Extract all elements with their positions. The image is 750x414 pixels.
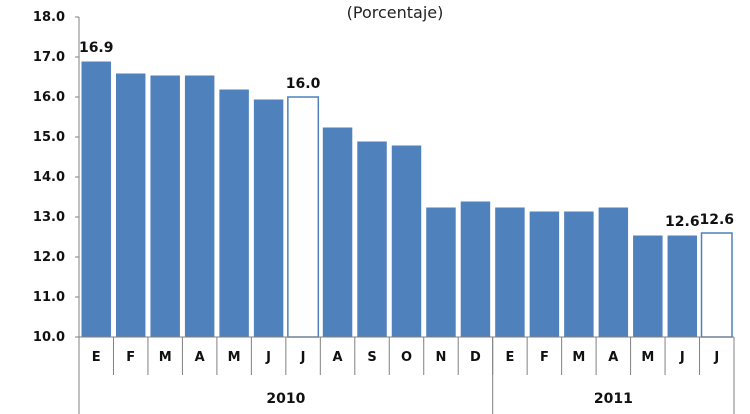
y-tick-label: 16.0 [33,90,65,105]
axes [78,17,735,414]
bar [425,206,457,338]
y-axis: 10.0 11.0 12.0 13.0 14.0 15.0 16.0 17.0 18.0 [33,10,79,345]
bar [183,74,216,338]
bar [528,210,561,338]
x-tick-label: M [228,350,241,365]
y-tick-label: 14.0 [33,170,65,185]
bar [390,144,423,338]
x-tick-label: N [436,350,447,365]
data-label: 16.0 [286,76,321,92]
x-tick-label: J [713,350,719,365]
bar [80,60,112,338]
bar [252,98,285,338]
y-tick-label: 13.0 [33,210,65,225]
y-tick-label: 17.0 [33,50,65,65]
data-labels: 16.9 16.0 12.6 12.6 [79,40,734,230]
y-tick-label: 10.0 [33,330,65,345]
bar [287,96,320,338]
x-tick-label: F [126,350,135,365]
year-label: 2011 [594,391,633,407]
bar [218,88,250,338]
year-label: 2010 [266,391,305,407]
bar [149,74,181,338]
data-label: 12.6 [699,212,734,228]
x-tick-label: J [679,350,685,365]
x-tick-label: J [265,350,271,365]
x-tick-label: J [300,350,306,365]
y-tick-label: 15.0 [33,130,65,145]
bar [666,234,699,338]
bar [563,210,595,338]
data-label: 12.6 [665,214,700,230]
x-tick-label: O [401,350,412,365]
bar [632,234,664,338]
x-tick-label: S [367,350,376,365]
x-axis: E F M A M J J A S O N D E F M A M J J 2010 2011 [92,337,719,414]
data-label: 16.9 [79,40,114,56]
x-tick-label: A [608,350,618,365]
x-tick-label: E [505,350,514,365]
bar [459,200,492,338]
y-tick-label: 18.0 [33,10,65,25]
bar [700,232,733,338]
x-tick-label: A [195,350,205,365]
x-tick-label: A [333,350,343,365]
bar [114,72,147,338]
bar [356,140,388,338]
x-tick-label: E [92,350,101,365]
bar [597,206,630,338]
x-tick-label: M [641,350,654,365]
x-tick-label: M [572,350,585,365]
bars [80,60,733,338]
x-tick-label: F [540,350,549,365]
y-tick-label: 11.0 [33,290,65,305]
x-tick-label: D [470,350,481,365]
bar [321,126,354,338]
bar [494,206,526,338]
y-tick-label: 12.0 [33,250,65,265]
chart-subtitle: (Porcentaje) [347,3,444,22]
x-tick-label: M [159,350,172,365]
